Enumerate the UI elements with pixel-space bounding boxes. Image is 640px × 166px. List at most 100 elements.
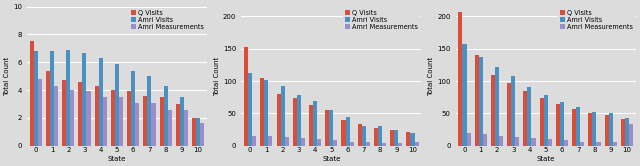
- Bar: [317, 139, 321, 146]
- Bar: [50, 51, 54, 146]
- Legend: Q Visits, Amri Visits, Amri Measurements: Q Visits, Amri Visits, Amri Measurements: [129, 8, 206, 32]
- Bar: [292, 98, 297, 146]
- Bar: [184, 110, 188, 146]
- Bar: [301, 138, 305, 146]
- Bar: [605, 115, 609, 146]
- Y-axis label: Total Count: Total Count: [428, 57, 435, 96]
- Bar: [309, 105, 313, 146]
- Bar: [131, 71, 135, 146]
- Bar: [143, 96, 147, 146]
- Bar: [276, 94, 280, 146]
- X-axis label: State: State: [536, 156, 555, 162]
- Bar: [99, 58, 103, 146]
- Bar: [103, 97, 107, 146]
- Bar: [483, 134, 487, 146]
- Bar: [62, 80, 66, 146]
- Bar: [78, 82, 83, 146]
- X-axis label: State: State: [322, 156, 340, 162]
- Bar: [248, 73, 252, 146]
- Bar: [349, 142, 354, 146]
- Bar: [593, 112, 596, 146]
- Bar: [507, 83, 511, 146]
- Bar: [260, 78, 264, 146]
- Bar: [200, 124, 204, 146]
- Bar: [458, 12, 463, 146]
- Bar: [499, 136, 503, 146]
- Bar: [394, 129, 398, 146]
- Bar: [564, 140, 568, 146]
- Bar: [346, 117, 349, 146]
- Bar: [38, 79, 42, 146]
- Bar: [609, 113, 612, 146]
- Bar: [127, 91, 131, 146]
- Bar: [406, 132, 410, 146]
- Bar: [398, 143, 403, 146]
- Bar: [596, 142, 600, 146]
- Bar: [159, 97, 164, 146]
- Legend: Q Visits, Amri Visits, Amri Measurements: Q Visits, Amri Visits, Amri Measurements: [557, 8, 634, 32]
- Bar: [176, 104, 180, 146]
- Bar: [168, 110, 172, 146]
- Bar: [285, 137, 289, 146]
- Bar: [135, 103, 140, 146]
- X-axis label: State: State: [108, 156, 126, 162]
- Bar: [333, 140, 337, 146]
- Bar: [543, 95, 548, 146]
- Bar: [463, 43, 467, 146]
- Bar: [556, 104, 560, 146]
- Bar: [95, 86, 99, 146]
- Bar: [382, 143, 386, 146]
- Bar: [629, 124, 633, 146]
- Bar: [572, 109, 576, 146]
- Bar: [625, 118, 629, 146]
- Bar: [576, 107, 580, 146]
- Bar: [479, 57, 483, 146]
- Bar: [548, 139, 552, 146]
- Bar: [164, 86, 168, 146]
- Bar: [54, 86, 58, 146]
- Bar: [495, 67, 499, 146]
- Bar: [86, 91, 90, 146]
- Bar: [621, 119, 625, 146]
- Bar: [119, 97, 123, 146]
- Bar: [511, 77, 515, 146]
- Bar: [70, 90, 74, 146]
- Bar: [280, 86, 285, 146]
- Bar: [410, 133, 415, 146]
- Bar: [362, 126, 366, 146]
- Bar: [560, 102, 564, 146]
- Bar: [540, 98, 543, 146]
- Bar: [297, 95, 301, 146]
- Bar: [325, 110, 330, 146]
- Bar: [111, 90, 115, 146]
- Bar: [580, 142, 584, 146]
- Bar: [531, 138, 536, 146]
- Bar: [152, 103, 156, 146]
- Bar: [366, 142, 370, 146]
- Bar: [46, 71, 50, 146]
- Bar: [330, 110, 333, 146]
- Bar: [588, 113, 593, 146]
- Bar: [196, 118, 200, 146]
- Y-axis label: Total Count: Total Count: [4, 57, 10, 96]
- Bar: [29, 41, 34, 146]
- Bar: [612, 142, 617, 146]
- Bar: [415, 142, 419, 146]
- Bar: [390, 130, 394, 146]
- Bar: [34, 51, 38, 146]
- Bar: [313, 101, 317, 146]
- Bar: [147, 76, 152, 146]
- Bar: [342, 120, 346, 146]
- Bar: [491, 75, 495, 146]
- Bar: [115, 64, 119, 146]
- Legend: Q Visits, Amri Visits, Amri Measurements: Q Visits, Amri Visits, Amri Measurements: [343, 8, 420, 32]
- Bar: [180, 97, 184, 146]
- Bar: [192, 118, 196, 146]
- Bar: [524, 91, 527, 146]
- Bar: [66, 50, 70, 146]
- Bar: [467, 133, 470, 146]
- Bar: [515, 137, 519, 146]
- Y-axis label: Total Count: Total Count: [214, 57, 220, 96]
- Bar: [475, 55, 479, 146]
- Bar: [358, 124, 362, 146]
